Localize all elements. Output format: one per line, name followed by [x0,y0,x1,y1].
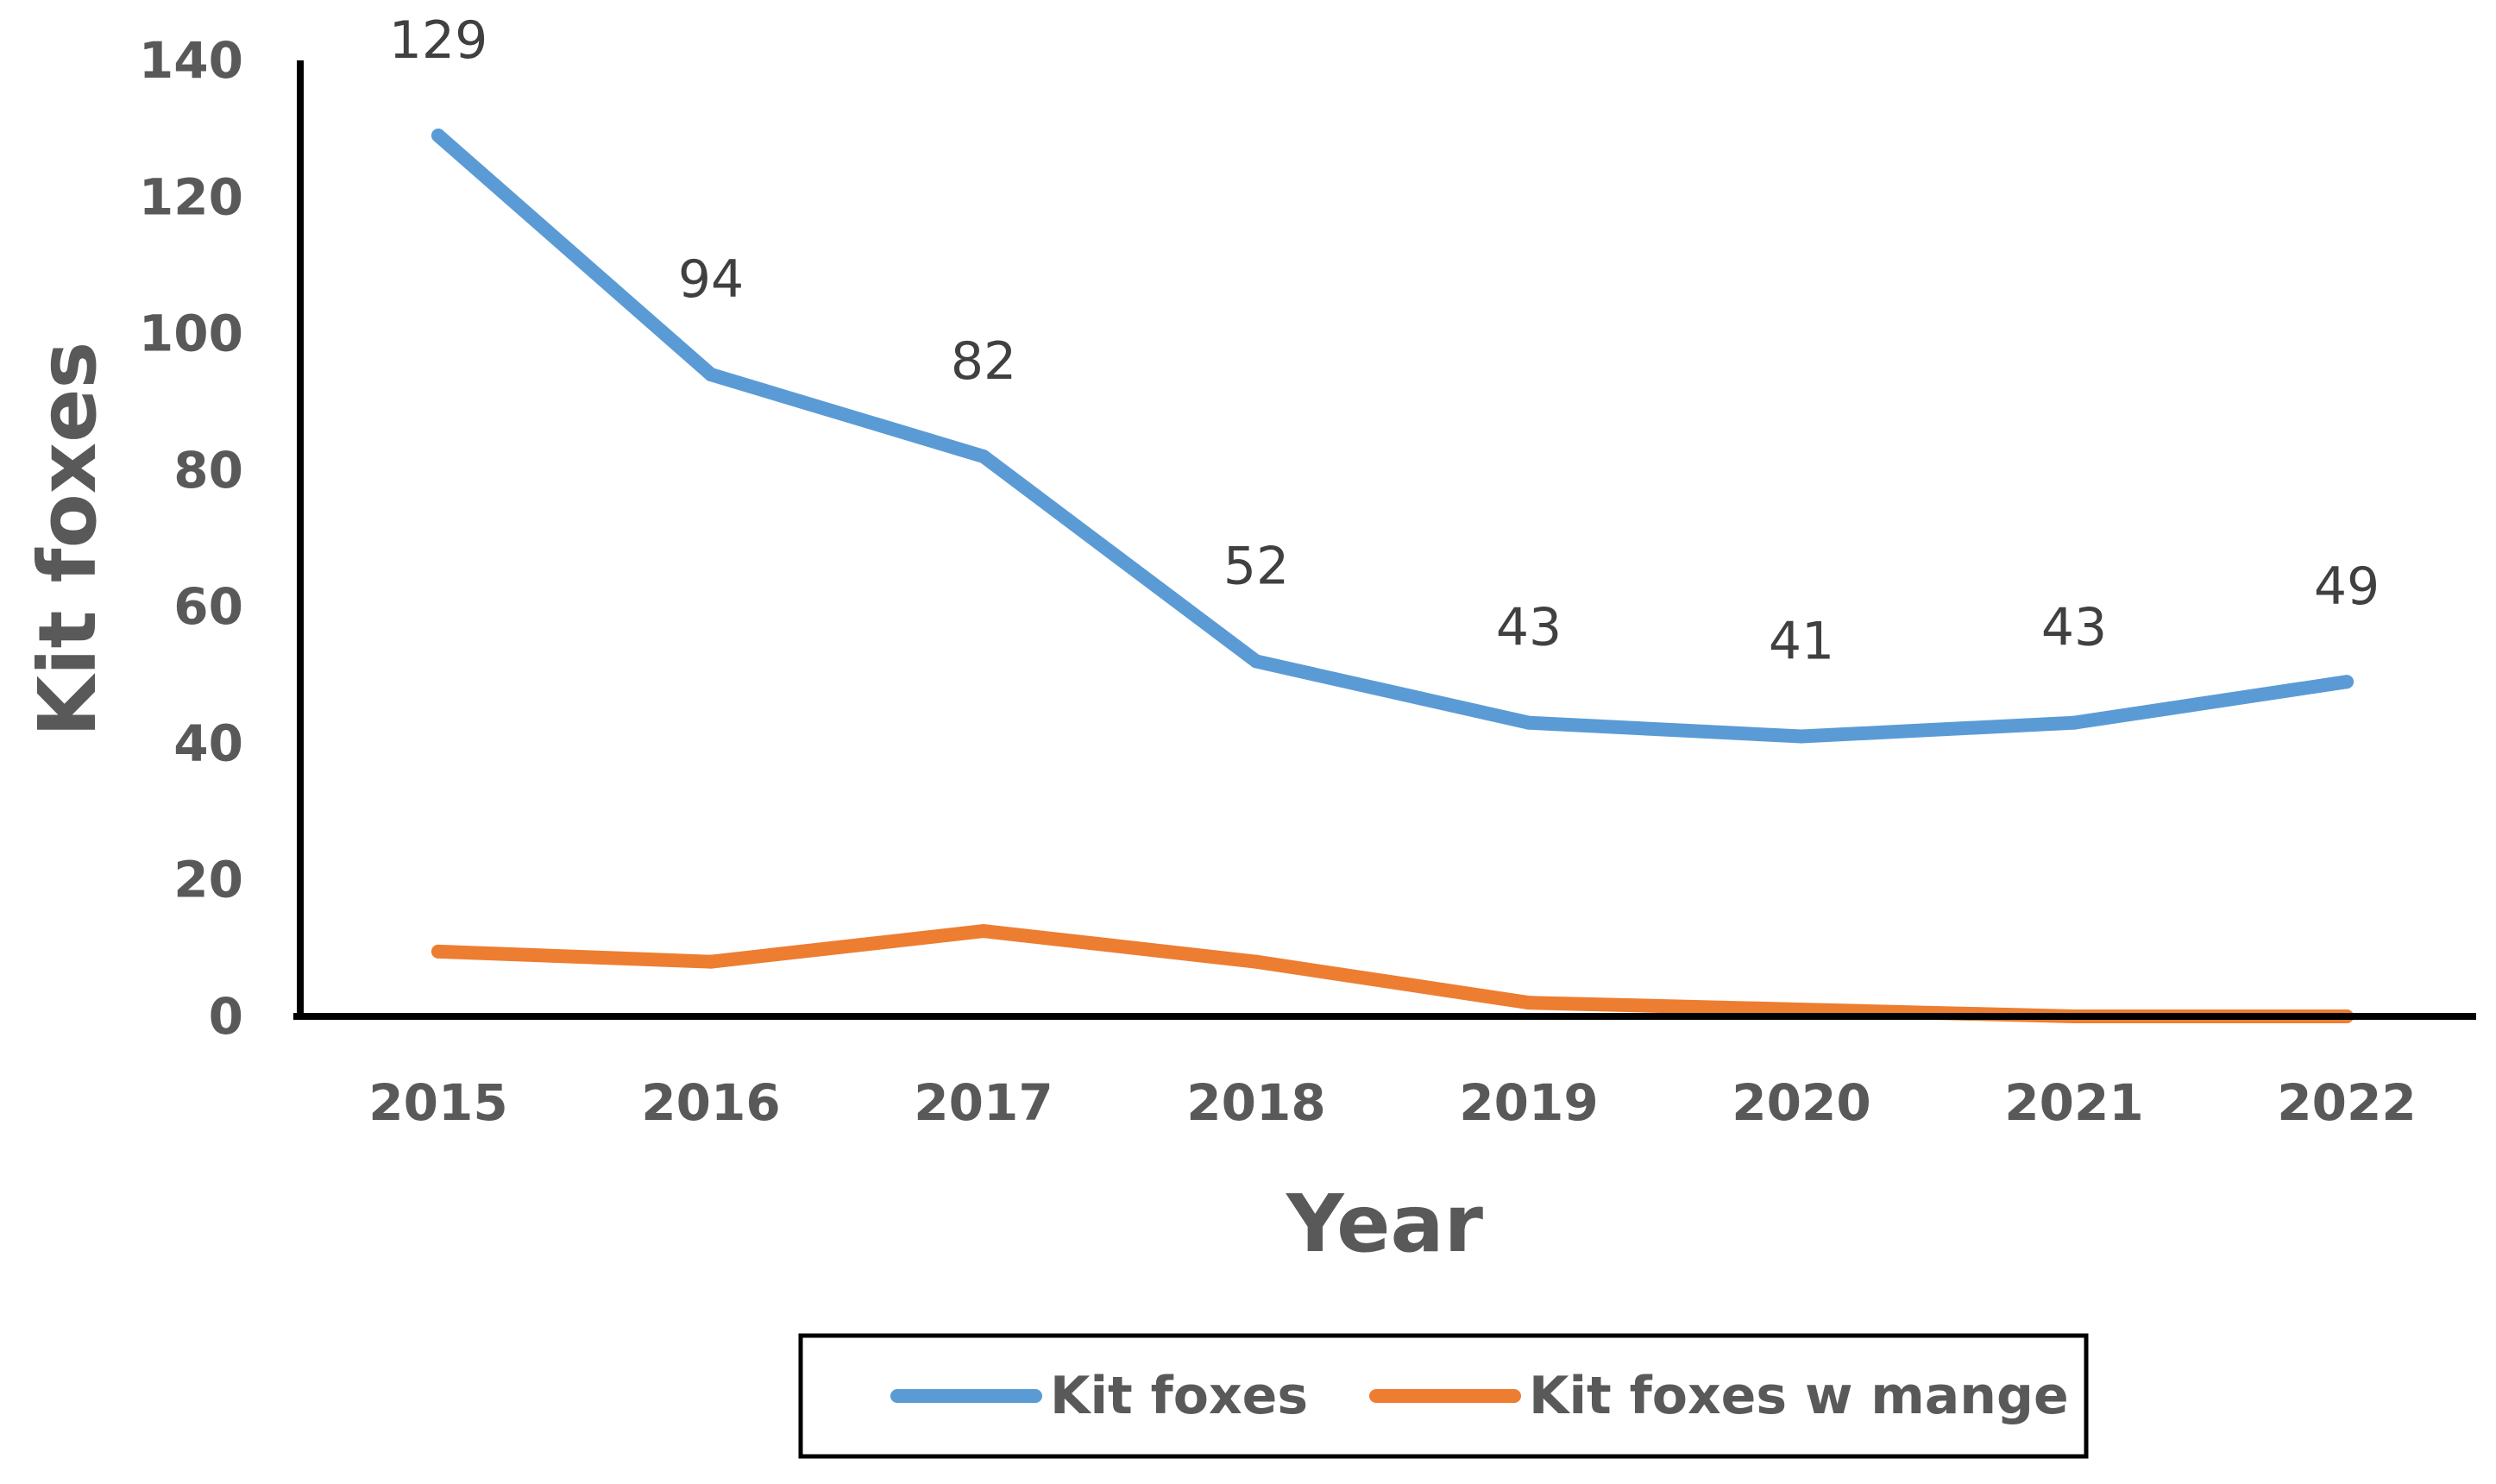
y-tick-label-120: 120 [139,167,243,226]
x-tick-label-2018: 2018 [1186,1073,1325,1132]
data-label-kit-foxes-2022: 49 [2314,556,2380,617]
y-tick-labels: 0 20 40 60 80 100 120 140 [139,31,243,1046]
y-tick-label-140: 140 [139,31,243,90]
x-tick-label-2016: 2016 [641,1073,780,1132]
data-point-kit-foxes-2016 [704,368,718,382]
legend-label-kit-foxes: Kit foxes [1050,1366,1308,1426]
data-point-kit-foxes-2019 [1522,715,1536,730]
x-tick-label-2021: 2021 [2004,1073,2143,1132]
data-label-kit-foxes-2015: 129 [389,10,488,71]
legend-label-kit-foxes-w-mange: Kit foxes w mange [1529,1366,2069,1426]
x-tick-labels: 2015 2016 2017 2018 2019 2020 2021 2022 [368,1073,2416,1132]
data-label-kit-foxes-2020: 41 [1769,612,1834,672]
data-point-kit-foxes-2015 [431,129,445,143]
data-point-kit-foxes-w-mange-2015 [431,944,445,959]
data-label-kit-foxes-2017: 82 [951,331,1016,392]
series-line-kit-foxes [431,129,2354,744]
x-tick-label-2017: 2017 [914,1073,1053,1132]
y-tick-label-20: 20 [173,851,243,909]
legend: Kit foxes Kit foxes w mange [798,1333,2089,1459]
y-tick-label-40: 40 [173,714,243,772]
y-tick-label-60: 60 [173,577,243,636]
data-point-kit-foxes-w-mange-2017 [977,924,990,939]
x-tick-label-2020: 2020 [1732,1073,1870,1132]
y-tick-label-80: 80 [173,441,243,500]
x-tick-label-2019: 2019 [1459,1073,1598,1132]
x-tick-label-2015: 2015 [368,1073,507,1132]
x-axis-title: Year [1286,1178,1484,1270]
data-label-kit-foxes-2019: 43 [1496,598,1562,658]
series-line-kit-foxes-w-mange [431,924,2354,1023]
y-tick-label-0: 0 [209,987,243,1046]
y-tick-label-100: 100 [139,305,243,363]
x-tick-label-2022: 2022 [2277,1073,2416,1132]
data-point-kit-foxes-2020 [1795,729,1808,744]
y-axis-title: Kit foxes [22,342,114,738]
data-labels: 129 94 82 52 43 41 43 49 [389,10,2380,671]
data-point-kit-foxes-w-mange-2016 [704,954,718,969]
data-point-kit-foxes-w-mange-2019 [1522,996,1536,1010]
data-point-kit-foxes-2021 [2067,715,2081,730]
data-point-kit-foxes-2017 [977,450,990,464]
data-label-kit-foxes-2018: 52 [1223,536,1289,596]
data-point-kit-foxes-w-mange-2018 [1249,954,1263,969]
data-point-kit-foxes-2022 [2340,675,2354,689]
data-label-kit-foxes-2021: 43 [2041,598,2107,658]
data-label-kit-foxes-2016: 94 [678,249,744,310]
data-point-kit-foxes-2018 [1249,654,1263,669]
